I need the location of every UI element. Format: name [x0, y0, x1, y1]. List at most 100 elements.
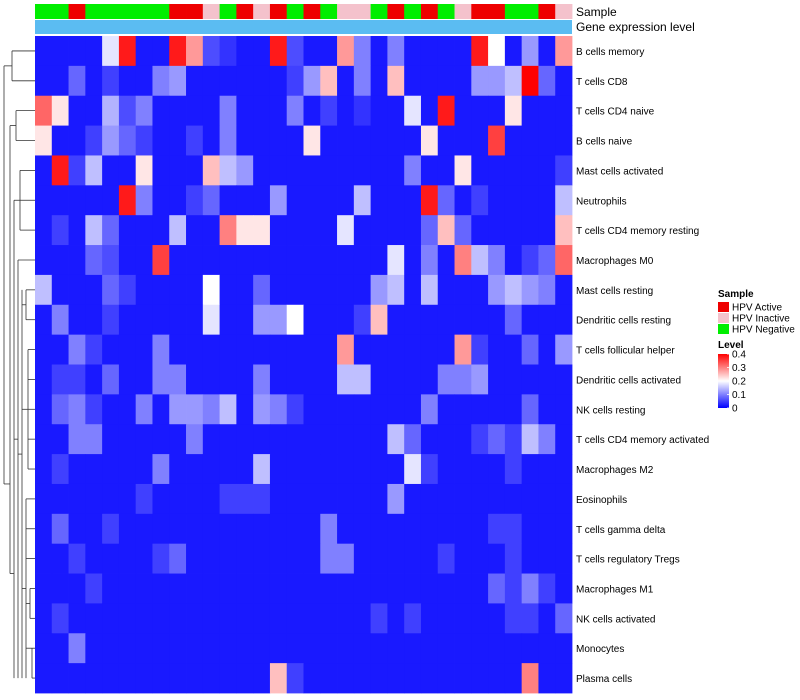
heatmap-cell — [286, 364, 304, 395]
sample-annotation-cell — [51, 4, 69, 19]
heatmap-cell — [404, 454, 422, 485]
heatmap-cell — [420, 483, 439, 515]
heatmap-cell — [269, 274, 288, 306]
heatmap-cell — [420, 364, 439, 395]
heatmap-cell — [471, 483, 489, 515]
heatmap-cell — [504, 125, 523, 156]
heatmap-cell — [555, 185, 573, 216]
heatmap-cell — [35, 36, 53, 67]
heatmap-cell — [85, 663, 103, 694]
heatmap-cell — [337, 274, 355, 306]
row-label: Mast cells activated — [576, 166, 663, 177]
heatmap-cell — [504, 334, 523, 365]
heatmap-cell — [202, 334, 220, 365]
heatmap-cell — [286, 573, 304, 604]
heatmap-cell — [286, 185, 304, 216]
heatmap-cell — [320, 483, 338, 515]
heatmap-cell — [471, 36, 489, 67]
heatmap-cell — [387, 603, 405, 634]
level-tick-label: 0.4 — [732, 350, 746, 361]
heatmap-cell — [370, 125, 388, 156]
heatmap-cell — [404, 663, 422, 694]
heatmap-cell — [236, 573, 254, 604]
heatmap-cell — [102, 304, 120, 336]
heatmap-cell — [471, 215, 489, 246]
heatmap-cell — [504, 454, 523, 485]
heatmap-cell — [51, 603, 69, 634]
heatmap-cell — [219, 274, 237, 306]
level-tick-label: 0 — [732, 404, 738, 415]
heatmap-cell — [320, 334, 338, 365]
heatmap-cell — [35, 215, 53, 246]
sample-annotation-cells — [35, 4, 573, 19]
heatmap-cell — [471, 424, 489, 455]
heatmap-cell — [253, 155, 271, 186]
heatmap-cell — [488, 125, 506, 156]
sample-annotation-cell — [286, 4, 304, 19]
heatmap-cell — [504, 483, 523, 515]
heatmap-cell — [320, 543, 338, 574]
heatmap-cell — [370, 274, 388, 306]
heatmap-cell — [35, 155, 53, 186]
heatmap-cell — [135, 36, 153, 67]
sample-annotation-cell — [420, 4, 439, 19]
heatmap-cell — [488, 215, 506, 246]
heatmap-cell — [420, 633, 439, 664]
heatmap-cell — [404, 603, 422, 634]
heatmap-cell — [35, 513, 53, 545]
heatmap-cell — [471, 334, 489, 365]
heatmap-cell — [303, 573, 321, 604]
sample-annotation-cell — [555, 4, 573, 19]
heatmap-cell — [152, 36, 170, 67]
heatmap-cell — [488, 95, 506, 126]
heatmap-cell — [253, 483, 271, 515]
heatmap-cell — [437, 274, 455, 306]
heatmap-cell — [538, 543, 556, 574]
heatmap-cell — [186, 513, 204, 545]
heatmap-cell — [404, 304, 422, 336]
heatmap-cell — [135, 125, 153, 156]
heatmap-cell — [337, 424, 355, 455]
row-label: Monocytes — [576, 644, 624, 655]
sample-annotation-label: Sample — [576, 5, 617, 19]
heatmap-cell — [152, 603, 170, 634]
heatmap-cell — [353, 274, 372, 306]
heatmap-cell — [286, 454, 304, 485]
heatmap-cell — [51, 125, 69, 156]
heatmap-cell — [504, 155, 523, 186]
heatmap-cell — [521, 663, 539, 694]
heatmap-cell — [353, 125, 372, 156]
heatmap-cell — [135, 334, 153, 365]
heatmap-cell — [555, 603, 573, 634]
heatmap-cell — [454, 394, 472, 425]
heatmap-cell — [186, 334, 204, 365]
heatmap-cell — [320, 663, 338, 694]
heatmap-cell — [370, 394, 388, 425]
heatmap-cells — [35, 36, 573, 694]
heatmap-cell — [353, 424, 372, 455]
heatmap-cell — [420, 424, 439, 455]
heatmap-cell — [102, 245, 120, 276]
row-label: B cells memory — [576, 47, 644, 58]
heatmap-cell — [286, 65, 304, 97]
heatmap-cell — [538, 483, 556, 515]
heatmap-cell — [504, 663, 523, 694]
heatmap-cell — [488, 454, 506, 485]
heatmap-cell — [68, 633, 86, 664]
sample-annotation-cell — [337, 4, 355, 19]
heatmap-cell — [135, 424, 153, 455]
heatmap-cell — [152, 245, 170, 276]
heatmap-cell — [303, 334, 321, 365]
heatmap-cell — [118, 65, 137, 97]
row-label: Dendritic cells resting — [576, 316, 671, 327]
heatmap-cell — [521, 65, 539, 97]
level-tick-label: 0.1 — [732, 390, 746, 401]
heatmap-cell — [387, 215, 405, 246]
heatmap-cell — [118, 155, 137, 186]
heatmap-cell — [68, 454, 86, 485]
heatmap-cell — [555, 424, 573, 455]
heatmap-cell — [68, 334, 86, 365]
heatmap-cell — [51, 245, 69, 276]
heatmap-cell — [420, 95, 439, 126]
